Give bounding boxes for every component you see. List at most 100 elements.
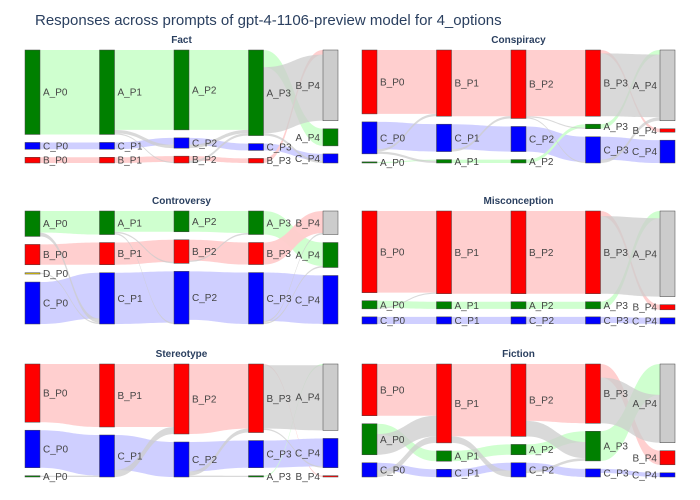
node-label: A_P3	[267, 472, 292, 483]
node-label: A_P3	[267, 88, 292, 99]
node-label: A_P0	[43, 219, 68, 230]
node-label: C_P3	[267, 143, 292, 154]
node-label: B_P3	[604, 79, 629, 90]
node-label: C_P1	[118, 294, 143, 305]
sankey-node	[361, 300, 378, 310]
sankey-link	[40, 364, 100, 427]
sankey-link	[263, 133, 323, 163]
node-label: B_P1	[455, 399, 480, 410]
node-label: A_P0	[380, 158, 405, 169]
sankey-link	[40, 142, 100, 150]
sankey-node	[173, 441, 190, 478]
node-label: A_P4	[296, 133, 321, 144]
sankey-link	[114, 133, 174, 163]
sankey-node	[248, 210, 264, 235]
sankey-link	[40, 272, 100, 324]
sankey-link	[377, 50, 437, 114]
node-label: C_P4	[632, 147, 657, 158]
node-label: C_P3	[604, 316, 629, 327]
sankey-link	[526, 50, 586, 117]
sankey-link	[189, 475, 249, 477]
link-layer	[40, 364, 323, 477]
sankey-link	[451, 364, 511, 437]
sankey-node	[173, 363, 190, 435]
node-label: C_P3	[604, 145, 629, 156]
sankey-link	[189, 211, 249, 234]
node-label: A_P1	[455, 452, 480, 463]
node-label: A_P0	[43, 472, 68, 483]
sankey-node	[436, 363, 452, 444]
panel-title: Conspiracy	[491, 35, 546, 46]
node-label: A_P1	[118, 218, 143, 229]
sankey-link	[377, 151, 437, 163]
sankey-link	[189, 271, 249, 324]
sankey-link	[114, 211, 174, 232]
sankey-link	[263, 365, 323, 431]
sankey-node	[659, 304, 676, 311]
sankey-link	[377, 462, 437, 477]
node-label: C_P3	[267, 450, 292, 461]
link-layer	[377, 50, 660, 163]
sankey-link	[189, 364, 249, 434]
node-label: B_P2	[192, 155, 217, 166]
sankey-link	[600, 53, 660, 118]
sankey-node	[585, 136, 601, 164]
sankey-link	[600, 216, 660, 297]
node-label: C_P0	[380, 316, 405, 327]
sankey-node	[99, 142, 115, 150]
sankey-link	[526, 116, 586, 129]
sankey-link	[451, 444, 511, 462]
sankey-node	[436, 123, 452, 152]
sankey-node	[659, 49, 676, 122]
link-layer	[377, 364, 660, 477]
node-label: A_P1	[118, 88, 143, 99]
node-label: B_P1	[118, 249, 143, 260]
sankey-node	[585, 468, 601, 478]
sankey-panel: ControversyA_P0B_P0D_P0C_P0A_P1B_P1C_P1A…	[24, 196, 339, 325]
sankey-node	[659, 363, 676, 443]
sankey-link	[263, 438, 323, 468]
node-label: C_P4	[295, 295, 320, 306]
node-label: C_P4	[295, 449, 320, 460]
node-label: B_P1	[118, 156, 143, 167]
sankey-node	[248, 272, 264, 325]
sankey-node	[659, 128, 676, 133]
sankey-link	[114, 427, 174, 477]
sankey-link	[451, 124, 511, 152]
panel-title: Controversy	[152, 196, 211, 207]
node-label: A_P2	[529, 301, 554, 312]
sankey-link	[377, 121, 437, 152]
sankey-link	[526, 462, 586, 477]
sankey-node	[322, 210, 339, 235]
node-label: C_P2	[529, 316, 554, 327]
sankey-node	[585, 49, 601, 117]
panel-title: Fiction	[502, 349, 535, 360]
node-label: B_P1	[118, 391, 143, 402]
node-label: B_P1	[455, 79, 480, 90]
sankey-node	[322, 242, 339, 268]
sankey-node	[585, 210, 601, 294]
panel-title: Misconception	[483, 196, 553, 207]
node-label: C_P0	[43, 444, 68, 455]
node-label: B_P2	[529, 248, 554, 259]
sankey-node	[510, 301, 527, 310]
node-label: B_P2	[529, 396, 554, 407]
node-label: C_P1	[455, 469, 480, 480]
sankey-link	[451, 301, 511, 309]
node-label: A_P4	[633, 399, 658, 410]
node-label: B_P0	[380, 247, 405, 258]
node-layer: B_P0 A_P0 C_P0 B_P1 A_P1 C_P1 B_P2 A_P2 C_P2 B_P3…	[361, 363, 676, 481]
node-label: A_P1	[455, 301, 480, 312]
node-label: C_P0	[43, 141, 68, 152]
node-label: B_P0	[43, 389, 68, 400]
node-label: C_P2	[192, 139, 217, 150]
node-label: B_P4	[296, 472, 321, 483]
sankey-link	[114, 50, 174, 130]
node-label: B_P4	[296, 218, 321, 229]
sankey-node	[361, 210, 378, 293]
sankey-node	[322, 363, 339, 431]
sankey-node	[436, 316, 452, 325]
sankey-node	[659, 472, 676, 478]
sankey-link	[263, 266, 323, 324]
node-label: B_P4	[633, 303, 658, 314]
